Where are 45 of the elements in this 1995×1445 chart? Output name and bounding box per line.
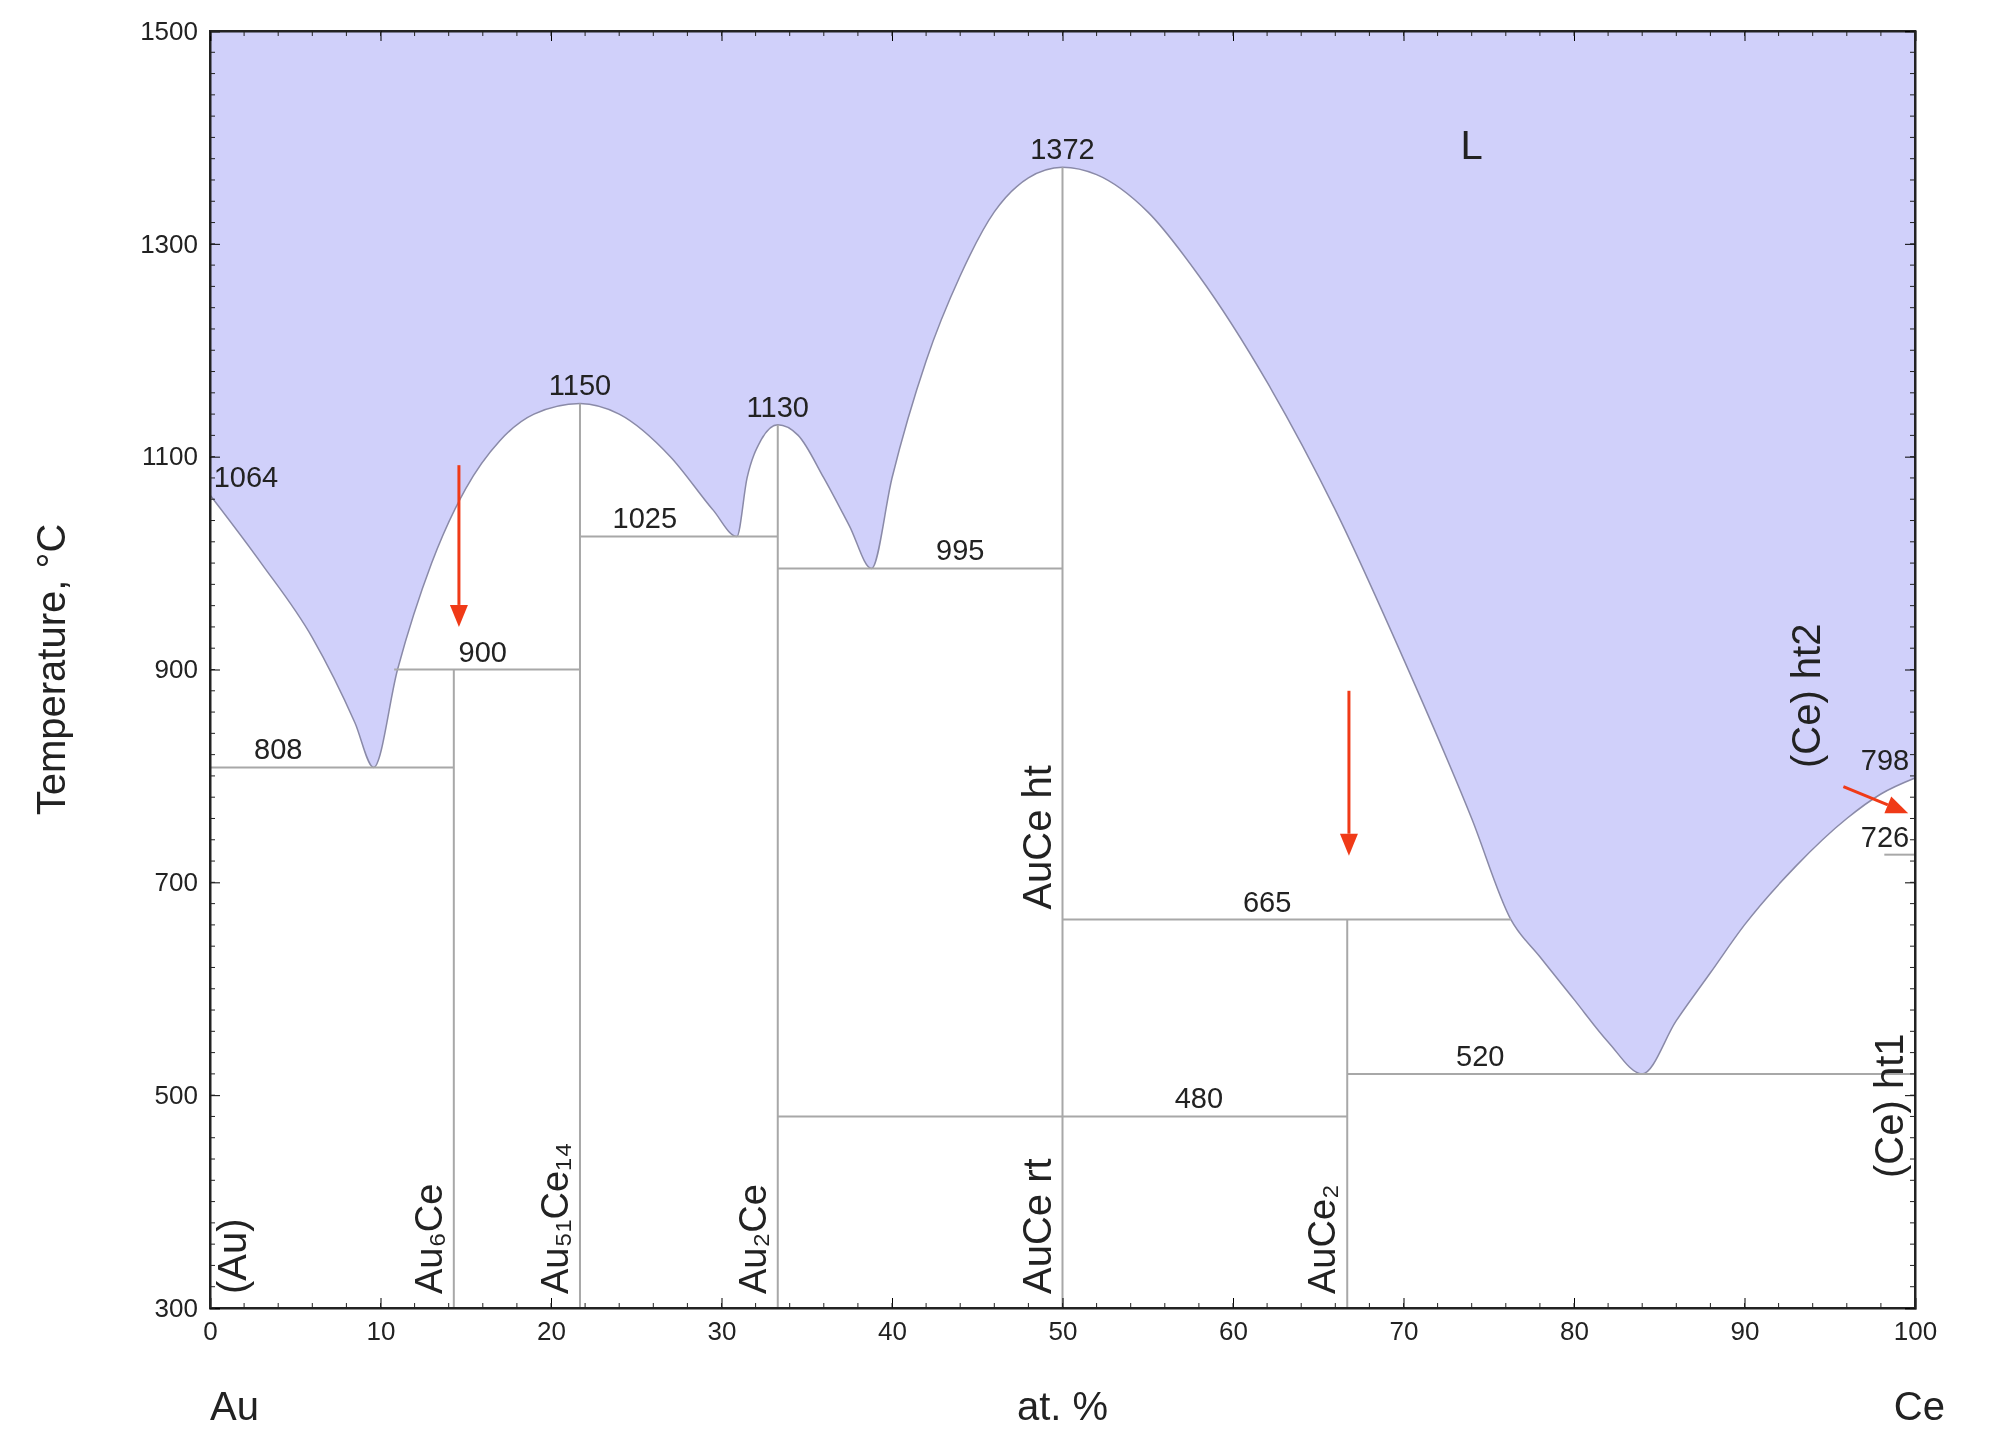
annotation: (Ce) ht2 — [1784, 623, 1828, 769]
x-tick-label: 30 — [707, 1316, 737, 1347]
x-tick-label: 50 — [1048, 1316, 1078, 1347]
x-tick-label: 40 — [878, 1316, 907, 1347]
x-tick-label: 20 — [537, 1316, 566, 1347]
annotation: L — [1460, 122, 1483, 167]
y-tick-label: 500 — [154, 1079, 198, 1110]
annotation: 1372 — [1030, 133, 1095, 166]
x-tick-label: 0 — [203, 1316, 218, 1347]
annotation: 480 — [1174, 1082, 1224, 1115]
annotation: 1150 — [548, 369, 612, 402]
y-axis-title: Temperature, °C — [29, 523, 73, 816]
text: Au₂Ce — [731, 1184, 774, 1294]
annotation: AuCe ht — [1014, 765, 1059, 910]
annotation: 726 — [1860, 820, 1910, 853]
y-tick-label: 900 — [154, 654, 198, 685]
text: AuCe₂ — [1301, 1184, 1344, 1294]
annotation: (Au) — [210, 1218, 254, 1294]
y-tick-label: 700 — [154, 867, 198, 898]
text: Au₅₁Ce₁₄ — [533, 1142, 576, 1294]
annotation: 1130 — [746, 390, 809, 423]
x-tick-label: 90 — [1730, 1316, 1760, 1347]
annotation: 995 — [936, 534, 985, 567]
x-tick-label: 100 — [1893, 1316, 1938, 1347]
annotation: (Ce) ht1 — [1867, 1033, 1911, 1178]
annotation: 798 — [1860, 744, 1910, 777]
x-tick-label: 70 — [1389, 1316, 1419, 1347]
x-tick-label: 80 — [1560, 1316, 1589, 1347]
annotation: 1064 — [213, 460, 279, 493]
text: Au — [210, 1384, 259, 1428]
y-tick-label: 300 — [154, 1292, 198, 1323]
annotation: AuCe rt — [1014, 1158, 1059, 1294]
x-tick-label: 10 — [366, 1316, 396, 1347]
x-tick-label: 60 — [1219, 1316, 1248, 1347]
annotation: 808 — [254, 733, 303, 766]
x-axis-title: at. % — [1016, 1384, 1109, 1428]
text: Ce — [1893, 1384, 1945, 1428]
annotation: 900 — [458, 635, 507, 668]
annotation: 1025 — [612, 502, 678, 535]
text: Au₆Ce — [407, 1183, 450, 1294]
y-tick-label: 1100 — [142, 441, 198, 472]
annotation: 665 — [1242, 885, 1292, 918]
y-tick-label: 1500 — [140, 15, 198, 46]
annotation: 520 — [1456, 1039, 1505, 1072]
y-tick-label: 1300 — [140, 228, 198, 259]
